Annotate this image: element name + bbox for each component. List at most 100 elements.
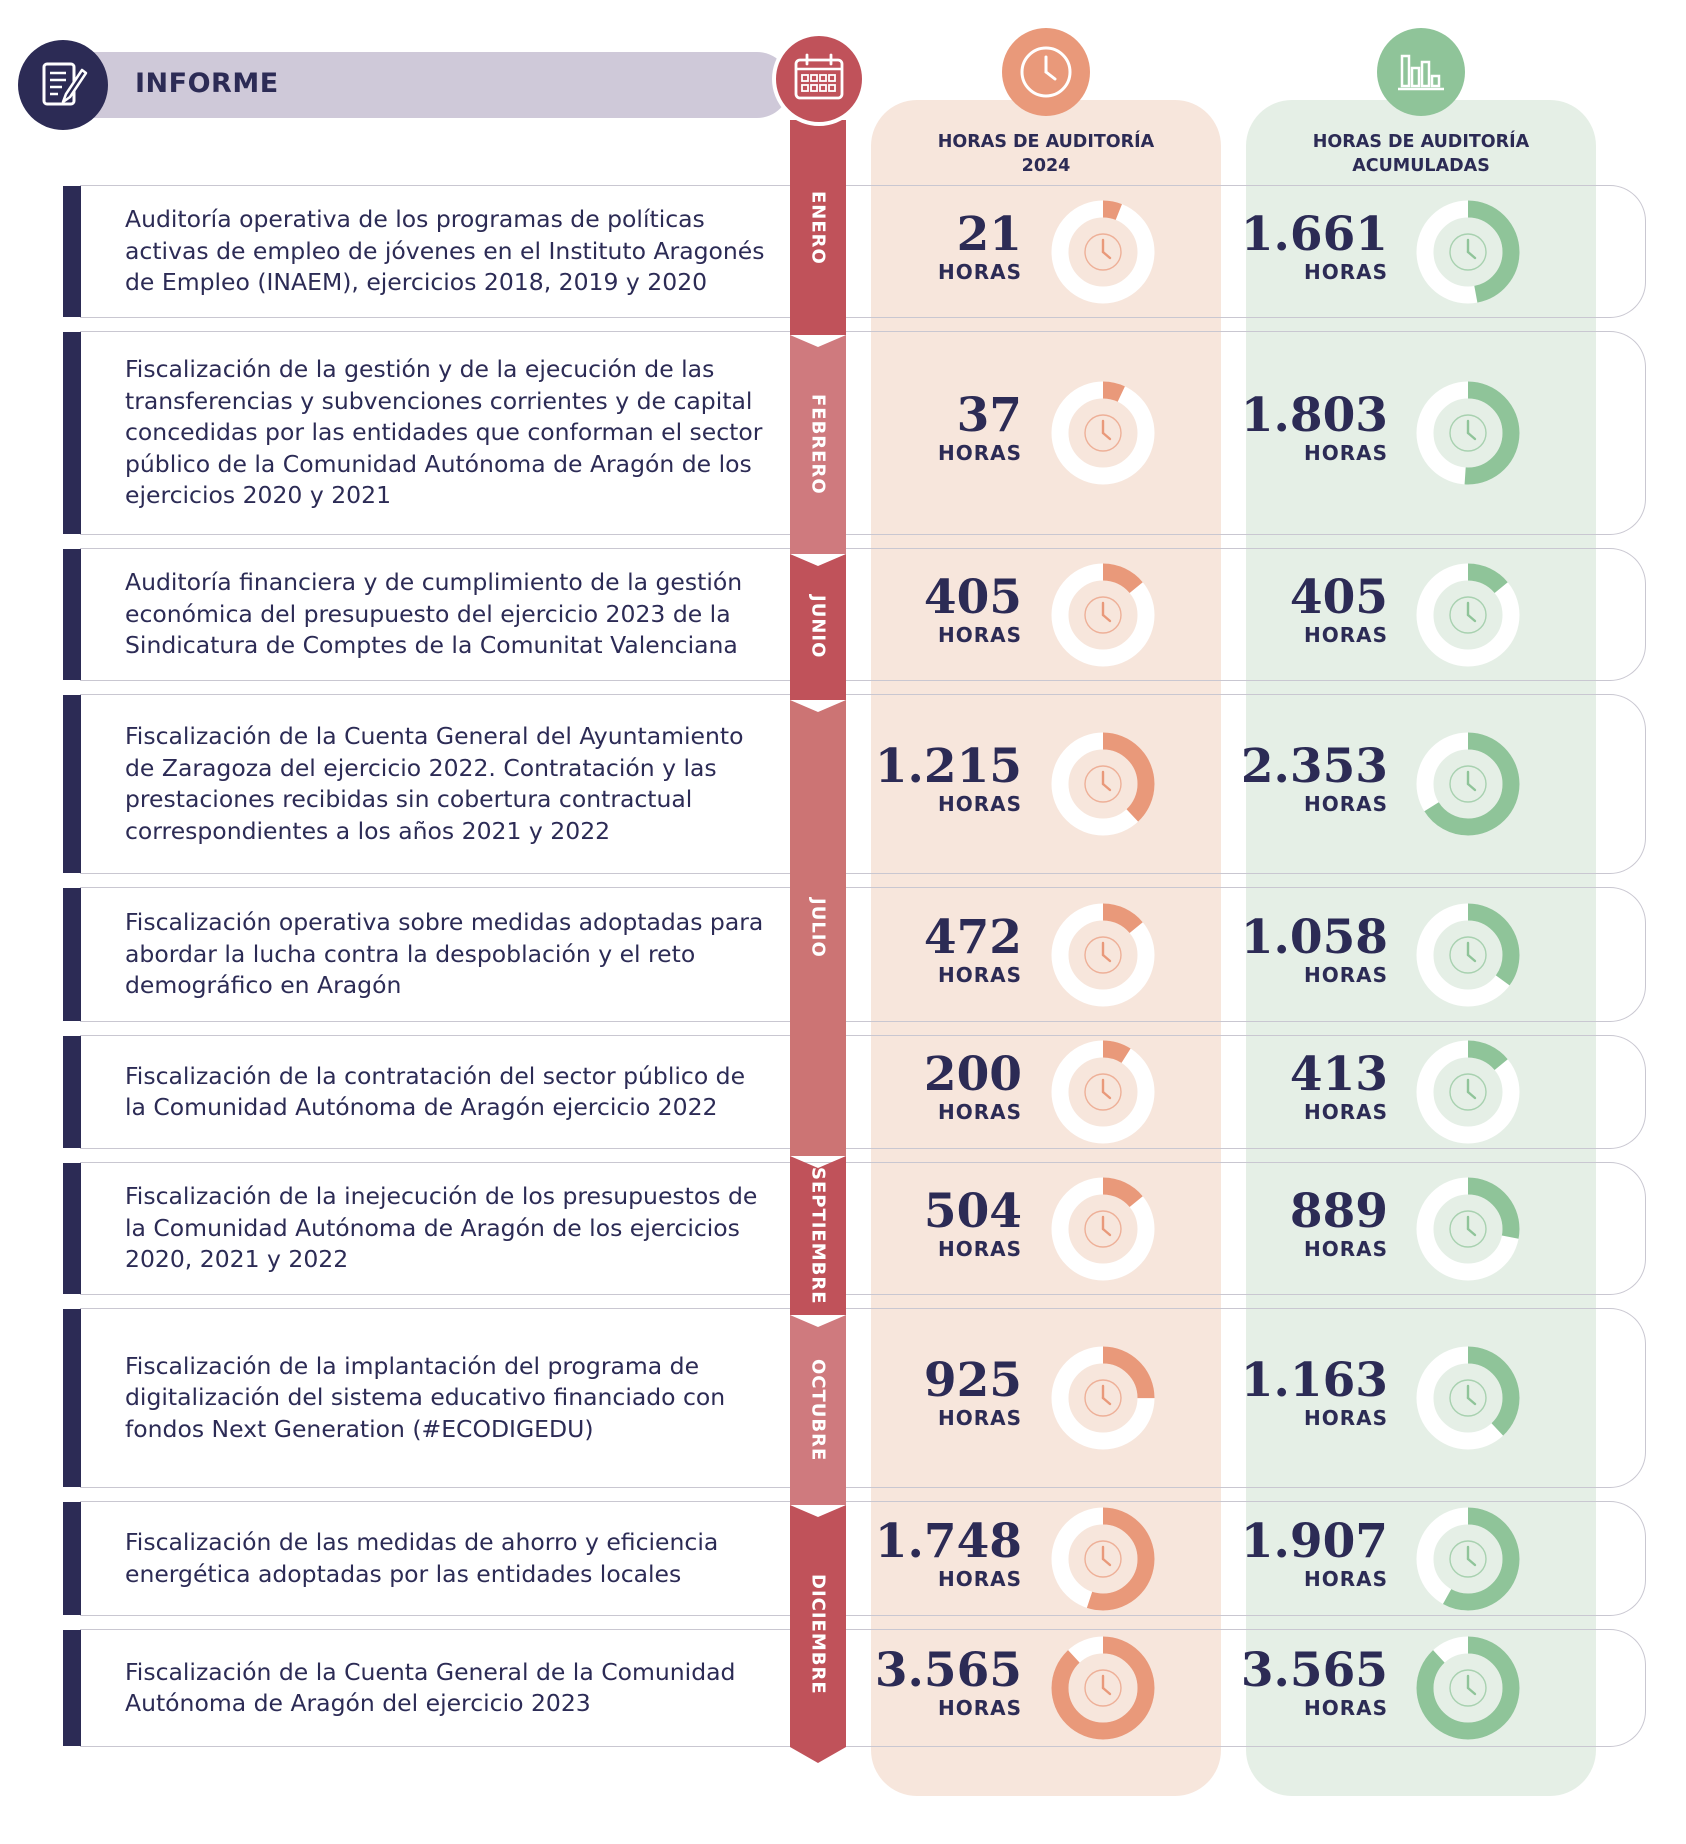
page-title: INFORME — [135, 68, 279, 99]
month-segment: OCTUBRE — [790, 1315, 846, 1505]
report-card: Auditoría financiera y de cumplimiento d… — [63, 549, 789, 680]
hours-accumulated-unit: HORAS — [1303, 792, 1388, 816]
donut-progress-arc — [1416, 903, 1520, 1006]
column-header-accumulated: HORAS DE AUDITORÍA ACUMULADAS — [1246, 130, 1596, 178]
clock-hand-hour — [1466, 1686, 1477, 1696]
hours-accumulated-unit: HORAS — [1303, 441, 1388, 465]
report-title: Fiscalización de la Cuenta General del A… — [125, 722, 744, 845]
hours-accumulated-donut-chart — [1416, 1507, 1520, 1610]
hours-accumulated-unit: HORAS — [1303, 1696, 1388, 1720]
clock-icon — [1449, 232, 1487, 271]
column-header-accumulated-line1: HORAS DE AUDITORÍA — [1312, 132, 1530, 152]
donut-progress-arc — [1051, 1177, 1155, 1280]
month-label: DICIEMBRE — [807, 1573, 829, 1695]
hours-2024-donut — [1049, 379, 1157, 487]
donut-progress-arc — [1051, 381, 1155, 485]
hours-accumulated-metric: 1.661 HORAS — [1218, 209, 1388, 284]
donut-progress-arc — [1416, 732, 1520, 836]
hours-accumulated-value: 3.565 — [1240, 1643, 1388, 1698]
hours-2024-donut — [1049, 561, 1157, 669]
clock-hand-hour — [1466, 431, 1477, 441]
clock-icon — [1449, 1073, 1487, 1111]
header-bar — [64, 52, 790, 118]
row-outline — [80, 1629, 1646, 1747]
hours-accumulated-value: 1.803 — [1240, 388, 1388, 443]
month-label: SEPTIEMBRE — [807, 1166, 829, 1305]
hours-2024-value: 405 — [923, 569, 1022, 625]
donut-progress-arc — [1051, 200, 1155, 303]
hours-2024-donut — [1049, 1505, 1157, 1613]
clock-icon — [1449, 414, 1487, 452]
report-title: Fiscalización de la Cuenta General de la… — [125, 1657, 736, 1718]
report-title: Fiscalización de las medidas de ahorro y… — [125, 1528, 719, 1588]
donut-progress-arc — [1051, 1346, 1155, 1450]
clock-hand-hour — [1101, 431, 1112, 441]
report-card: Fiscalización de la contratación del sec… — [63, 1036, 789, 1148]
month-segment: JUNIO — [790, 554, 846, 700]
hours-2024-value: 3.565 — [874, 1643, 1022, 1698]
donut-progress-arc — [1416, 1507, 1520, 1610]
hours-2024-value: 37 — [956, 388, 1022, 443]
report-card: Fiscalización de la gestión y de la ejec… — [63, 332, 789, 534]
clock-hand-hour — [1466, 782, 1477, 792]
month-segment: ENERO — [790, 120, 846, 335]
report-title: Fiscalización de la implantación del pro… — [125, 1351, 726, 1443]
clock-hand-hour — [1101, 1090, 1112, 1100]
hours-accumulated-donut-chart — [1416, 1636, 1520, 1740]
month-label: JULIO — [807, 898, 829, 958]
hours-2024-metric: 925 HORAS — [852, 1356, 1022, 1431]
row-outline — [80, 1308, 1646, 1488]
report-title: Auditoría financiera y de cumplimiento d… — [125, 568, 743, 660]
calendar-icon — [794, 53, 844, 100]
hours-2024-donut-chart — [1051, 1636, 1155, 1740]
clock-icon — [1084, 1669, 1122, 1707]
month-label: JUNIO — [807, 595, 829, 659]
hours-2024-value: 200 — [923, 1047, 1022, 1102]
report-title: Fiscalización operativa sobre medidas ad… — [125, 908, 764, 1000]
hours-accumulated-donut — [1414, 1038, 1522, 1146]
hours-accumulated-donut-chart — [1416, 563, 1520, 666]
clock-icon — [1449, 1669, 1487, 1707]
hours-accumulated-unit: HORAS — [1303, 259, 1388, 284]
report-card: Fiscalización de la implantación del pro… — [63, 1309, 789, 1487]
donut-progress-arc — [1416, 200, 1520, 303]
clock-hand-hour — [1466, 1557, 1477, 1566]
report-card: Fiscalización de la Cuenta General de la… — [63, 1630, 789, 1746]
hours-2024-metric: 200 HORAS — [852, 1047, 1022, 1125]
hours-2024-unit: HORAS — [937, 441, 1022, 465]
hours-accumulated-donut-chart — [1416, 903, 1520, 1006]
hours-accumulated-donut — [1414, 379, 1522, 487]
hours-2024-donut-chart — [1051, 1177, 1155, 1280]
clock-hand-hour — [1466, 1090, 1477, 1100]
hours-2024-donut — [1049, 1634, 1157, 1742]
month-label: ENERO — [807, 190, 829, 265]
hours-accumulated-value: 1.163 — [1240, 1353, 1388, 1408]
hours-2024-value: 1.748 — [874, 1513, 1022, 1569]
clock-hand-hour — [1466, 1396, 1477, 1406]
column-background-2024 — [871, 100, 1221, 1796]
month-segment: DICIEMBRE — [790, 1505, 846, 1763]
calendar-badge — [772, 32, 866, 126]
column-header-2024-line2: 2024 — [1021, 156, 1071, 176]
hours-2024-donut-chart — [1051, 1507, 1155, 1610]
clock-icon — [1449, 595, 1487, 634]
hours-2024-metric: 21 HORAS — [852, 209, 1022, 284]
report-title: Fiscalización de la inejecución de los p… — [125, 1182, 758, 1274]
hours-accumulated-donut — [1414, 198, 1522, 306]
report-title: Auditoría operativa de los programas de … — [125, 205, 765, 297]
report-card: Fiscalización de las medidas de ahorro y… — [63, 1502, 789, 1615]
hours-2024-metric: 1.215 HORAS — [852, 742, 1022, 817]
clock-icon — [1084, 1539, 1122, 1578]
column-icon-accumulated — [1377, 28, 1465, 116]
month-segment: FEBRERO — [790, 335, 846, 554]
hours-accumulated-unit: HORAS — [1303, 1100, 1388, 1124]
hours-accumulated-unit: HORAS — [1303, 962, 1388, 987]
hours-accumulated-metric: 405 HORAS — [1218, 572, 1388, 647]
clock-icon — [1084, 1073, 1122, 1111]
hours-accumulated-unit: HORAS — [1303, 1406, 1388, 1430]
hours-2024-donut — [1049, 1038, 1157, 1146]
month-segment: SEPTIEMBRE — [790, 1156, 846, 1315]
hours-accumulated-donut — [1414, 901, 1522, 1009]
hours-accumulated-value: 889 — [1289, 1183, 1388, 1239]
document-pencil-icon — [42, 62, 88, 106]
